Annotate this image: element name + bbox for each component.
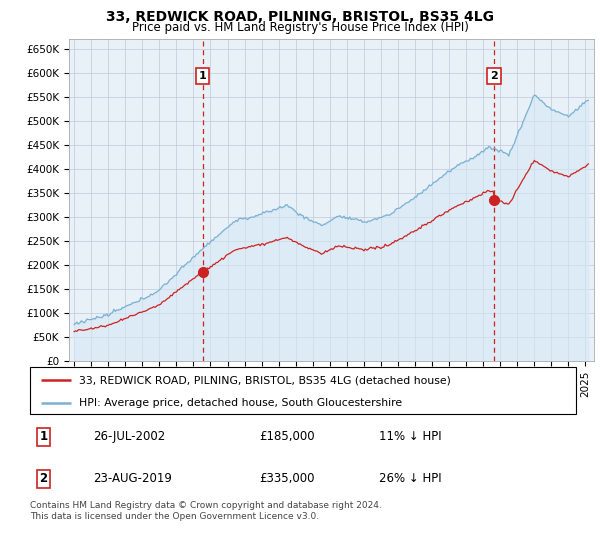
- Text: 26-JUL-2002: 26-JUL-2002: [93, 430, 165, 443]
- Text: 2: 2: [490, 71, 498, 81]
- Text: 33, REDWICK ROAD, PILNING, BRISTOL, BS35 4LG: 33, REDWICK ROAD, PILNING, BRISTOL, BS35…: [106, 10, 494, 24]
- Text: HPI: Average price, detached house, South Gloucestershire: HPI: Average price, detached house, Sout…: [79, 398, 402, 408]
- Text: 2: 2: [40, 473, 48, 486]
- Text: 33, REDWICK ROAD, PILNING, BRISTOL, BS35 4LG (detached house): 33, REDWICK ROAD, PILNING, BRISTOL, BS35…: [79, 375, 451, 385]
- Text: 26% ↓ HPI: 26% ↓ HPI: [379, 473, 442, 486]
- Text: 1: 1: [40, 430, 48, 443]
- Text: 1: 1: [199, 71, 206, 81]
- Text: Price paid vs. HM Land Registry's House Price Index (HPI): Price paid vs. HM Land Registry's House …: [131, 21, 469, 34]
- Text: 23-AUG-2019: 23-AUG-2019: [93, 473, 172, 486]
- Text: Contains HM Land Registry data © Crown copyright and database right 2024.
This d: Contains HM Land Registry data © Crown c…: [30, 501, 382, 521]
- Text: 11% ↓ HPI: 11% ↓ HPI: [379, 430, 442, 443]
- Text: £185,000: £185,000: [259, 430, 315, 443]
- Text: £335,000: £335,000: [259, 473, 315, 486]
